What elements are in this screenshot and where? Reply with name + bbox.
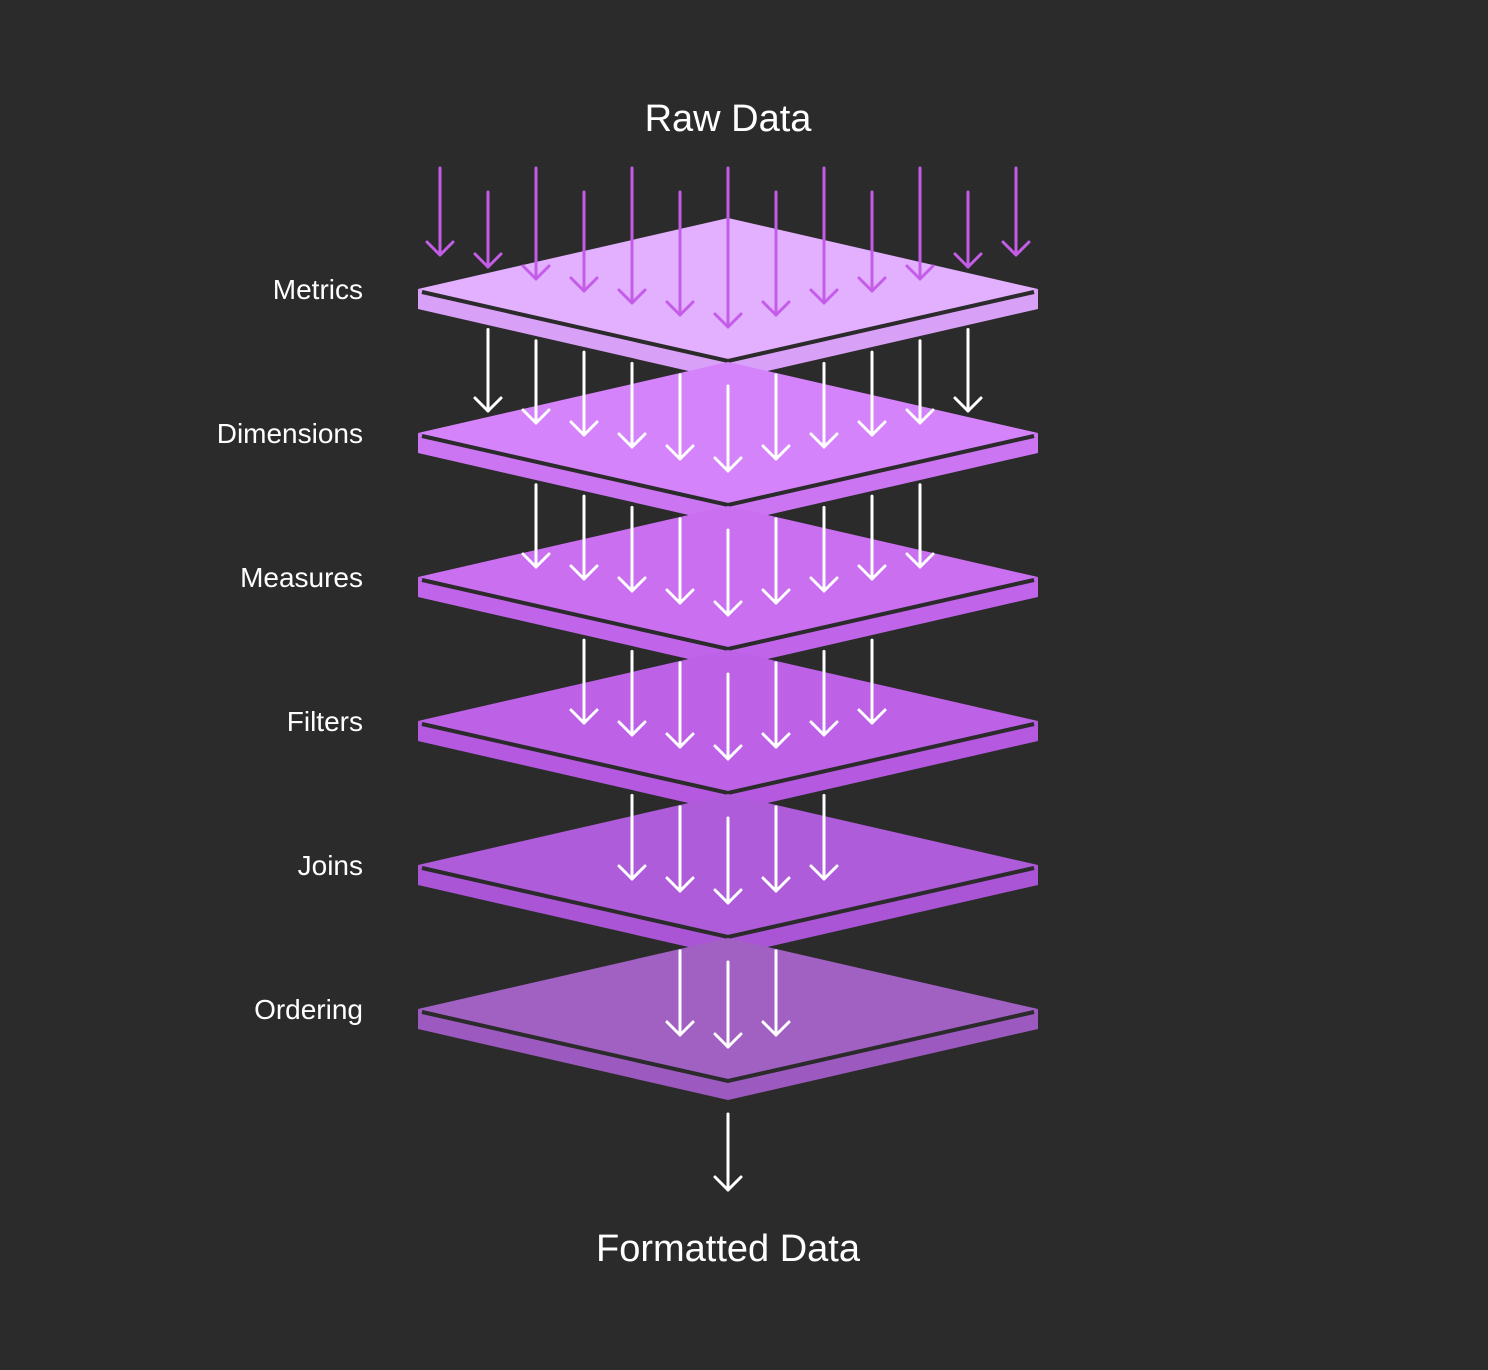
input-arrow — [569, 190, 599, 293]
flow-arrow — [473, 327, 503, 413]
flow-arrow — [809, 649, 839, 737]
flow-arrow — [665, 661, 695, 749]
flow-arrow — [809, 505, 839, 593]
flow-arrow — [521, 339, 551, 425]
input-arrow — [857, 190, 887, 293]
flow-arrow — [713, 816, 743, 905]
layer-edge — [421, 1010, 1035, 1084]
input-arrow — [953, 190, 983, 269]
layer-edge — [421, 290, 1035, 364]
flow-arrow — [665, 373, 695, 461]
layer-edge — [421, 578, 1035, 652]
flow-arrow — [761, 805, 791, 893]
input-arrow — [905, 166, 935, 281]
flow-arrow — [617, 361, 647, 449]
raw-data-title: Raw Data — [645, 98, 813, 140]
flow-arrow — [713, 960, 743, 1049]
formatted-data-title: Formatted Data — [596, 1228, 861, 1270]
layer-label-metrics: Metrics — [273, 274, 363, 305]
flow-arrow — [665, 805, 695, 893]
input-arrow — [473, 190, 503, 269]
flow-arrow — [905, 483, 935, 569]
flow-arrow — [761, 949, 791, 1037]
layer-label-dimensions: Dimensions — [217, 418, 363, 449]
input-arrow — [665, 190, 695, 317]
layer-labels: Metrics Dimensions Measures Filters Joins Ord… — [217, 274, 363, 1025]
flow-arrow — [521, 483, 551, 569]
input-arrow — [425, 166, 455, 257]
flow-arrow — [569, 350, 599, 437]
flow-arrow — [953, 327, 983, 413]
flow-arrow — [569, 638, 599, 725]
input-arrow — [521, 166, 551, 281]
layer-label-filters: Filters — [287, 706, 363, 737]
input-arrow — [617, 166, 647, 305]
input-arrow — [761, 190, 791, 317]
flow-arrow — [761, 661, 791, 749]
layer-edge — [421, 866, 1035, 940]
flow-arrow — [857, 638, 887, 725]
flow-arrow — [809, 361, 839, 449]
flow-arrow — [665, 949, 695, 1037]
output-arrow — [713, 1112, 743, 1192]
flow-arrow — [809, 793, 839, 881]
flow-arrow — [713, 528, 743, 617]
flow-arrow — [665, 517, 695, 605]
layer-label-joins: Joins — [298, 850, 363, 881]
flow-arrow — [713, 672, 743, 761]
layer-label-measures: Measures — [240, 562, 363, 593]
layer-label-ordering: Ordering — [254, 994, 363, 1025]
flow-arrow — [617, 505, 647, 593]
flow-arrow — [857, 350, 887, 437]
flow-arrow — [569, 494, 599, 581]
flow-arrow — [617, 649, 647, 737]
flow-arrow — [761, 517, 791, 605]
input-arrow — [809, 166, 839, 305]
flow-arrow — [761, 373, 791, 461]
flow-arrows — [425, 166, 1031, 1192]
flow-arrow — [857, 494, 887, 581]
layer-edge — [421, 434, 1035, 508]
flow-arrow — [905, 339, 935, 425]
flow-arrow — [713, 384, 743, 473]
layer-edge — [421, 722, 1035, 796]
flow-arrow — [617, 793, 647, 881]
input-arrow — [713, 166, 743, 329]
layer-stack — [418, 218, 1038, 1100]
input-arrow — [1001, 166, 1031, 257]
